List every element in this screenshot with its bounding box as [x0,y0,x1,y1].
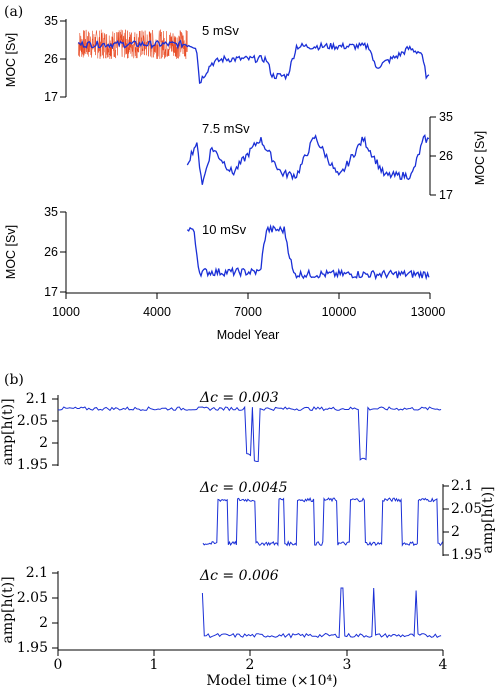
b1-ytick-label: 2.1 [26,391,48,407]
b3-ylabel: amp[h(t)] [0,576,16,643]
b2-series-model [202,496,444,547]
panel-a-label: (a) [4,4,23,20]
a-xlabel: Model Year [217,328,280,342]
b1-series-model [57,405,442,463]
a1-ylabel: MOC [Sv] [4,33,18,87]
b2-ytick-label: 2 [451,524,460,540]
b2-ylabel: amp[h(t)] [480,486,496,553]
a3-ylabel: MOC [Sv] [4,225,18,279]
a3-xtick-label: 1000 [52,305,80,319]
a1-ytick-label: 35 [44,14,58,28]
b1-ytick-label: 2.05 [17,413,48,429]
b3-xtick-label: 0 [54,657,63,673]
a2-series-model [186,134,430,185]
b2-ytick-label: 1.95 [451,547,482,563]
b3-series-model [201,587,442,639]
b1-ytick-label: 2 [39,435,48,451]
b1-axes: 2.1 2.05 2 1.95 amp[h(t)] Δc = 0.003 [0,390,279,473]
a1-ytick-label: 17 [44,90,58,104]
b3-ytick-label: 2 [39,615,48,631]
b3-xtick-label: 3 [343,657,352,673]
a2-ytick-label: 35 [439,110,453,124]
a1-series-model [77,39,430,85]
a2-ytick-label: 17 [439,188,453,202]
a3-series-model [186,223,430,281]
panel-b-label: (b) [4,372,24,388]
a3-ytick-label: 17 [44,285,58,299]
b3-ytick-label: 2.05 [17,590,48,606]
a3-ytick-label: 35 [44,205,58,219]
b-xlabel: Model time (×10⁴) [206,673,337,687]
b3-ytick-label: 2.1 [26,565,48,581]
a3-xtick-label: 13000 [411,305,446,319]
a1-series-observed [77,29,188,60]
a3-ytick-label: 26 [44,245,58,259]
a3-xtick-label: 4000 [143,305,171,319]
a3-axes: 35 26 17 MOC [Sv] 10 mSv 1000 4000 7000 … [4,205,445,342]
b1-ytick-label: 1.95 [17,457,48,473]
b3-xtick-label: 1 [150,657,159,673]
b3-annotation: Δc = 0.006 [199,568,279,584]
a2-annotation: 7.5 mSv [202,121,250,136]
a3-xtick-label: 10000 [322,305,357,319]
b3-xtick-label: 4 [439,657,448,673]
b3-axes: 2.1 2.05 2 1.95 amp[h(t)] Δc = 0.006 0 1… [0,565,448,687]
a1-annotation: 5 mSv [202,23,239,38]
b1-ylabel: amp[h(t)] [0,398,16,465]
a1-ytick-label: 26 [44,52,58,66]
a3-xtick-label: 7000 [234,305,262,319]
a2-ytick-label: 26 [439,149,453,163]
a2-axes: 35 26 17 MOC [Sv] 7.5 mSv [202,110,487,202]
a2-ylabel: MOC [Sv] [473,131,487,185]
b3-xtick-label: 2 [246,657,255,673]
a1-axes: 35 26 17 MOC [Sv] 5 mSv [4,14,239,104]
b2-annotation: Δc = 0.0045 [199,480,288,496]
b1-annotation: Δc = 0.003 [199,390,279,406]
b2-axes: 2.1 2.05 2 1.95 amp[h(t)] Δc = 0.0045 [199,478,496,563]
b3-ytick-label: 1.95 [17,640,48,656]
b2-ytick-label: 2.1 [451,478,473,494]
b2-ytick-label: 2.05 [451,501,482,517]
a3-annotation: 10 mSv [202,222,247,237]
